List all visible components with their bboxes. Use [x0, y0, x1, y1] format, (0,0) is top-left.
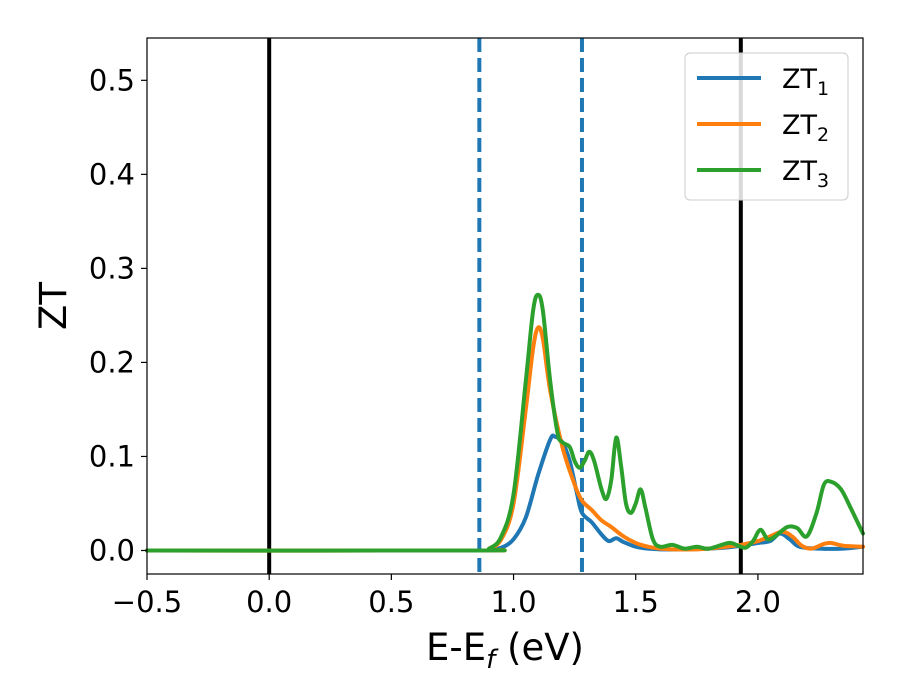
x-axis: −0.5 0.0 0.5 1.0 1.5 2.0: [112, 574, 781, 619]
legend-label-zt2: ZT2: [782, 110, 829, 146]
y-tick-label-2: 0.2: [89, 345, 135, 379]
y-axis: 0.0 0.1 0.2 0.3 0.4 0.5: [89, 63, 147, 567]
legend-label-zt3: ZT3: [782, 156, 829, 192]
series-line-zt3: [145, 292, 865, 553]
y-tick-label-5: 0.5: [89, 63, 135, 97]
y-tick-label-4: 0.4: [89, 157, 135, 191]
y-tick-label-3: 0.3: [89, 251, 135, 285]
x-axis-label: E-Ef (eV): [426, 626, 584, 675]
y-axis-label: ZT: [32, 282, 75, 330]
x-axis-label-unit: (eV): [495, 626, 584, 669]
x-tick-label-4: 1.5: [613, 585, 659, 619]
x-tick-label-2: 0.5: [368, 585, 414, 619]
legend-box: [684, 52, 849, 201]
legend: ZT1 ZT2 ZT3: [684, 52, 849, 201]
x-tick-label-0: −0.5: [112, 585, 182, 619]
x-tick-label-1: 0.0: [246, 585, 292, 619]
plot-frame: [146, 37, 864, 575]
x-axis-label-main: E-E: [426, 626, 486, 669]
x-tick-label-3: 1.0: [490, 585, 536, 619]
data-series: [145, 292, 865, 553]
y-tick-label-0: 0.0: [89, 533, 135, 567]
legend-label-zt1: ZT1: [782, 64, 829, 100]
y-tick-label-1: 0.1: [89, 439, 135, 473]
x-tick-label-5: 2.0: [735, 585, 781, 619]
